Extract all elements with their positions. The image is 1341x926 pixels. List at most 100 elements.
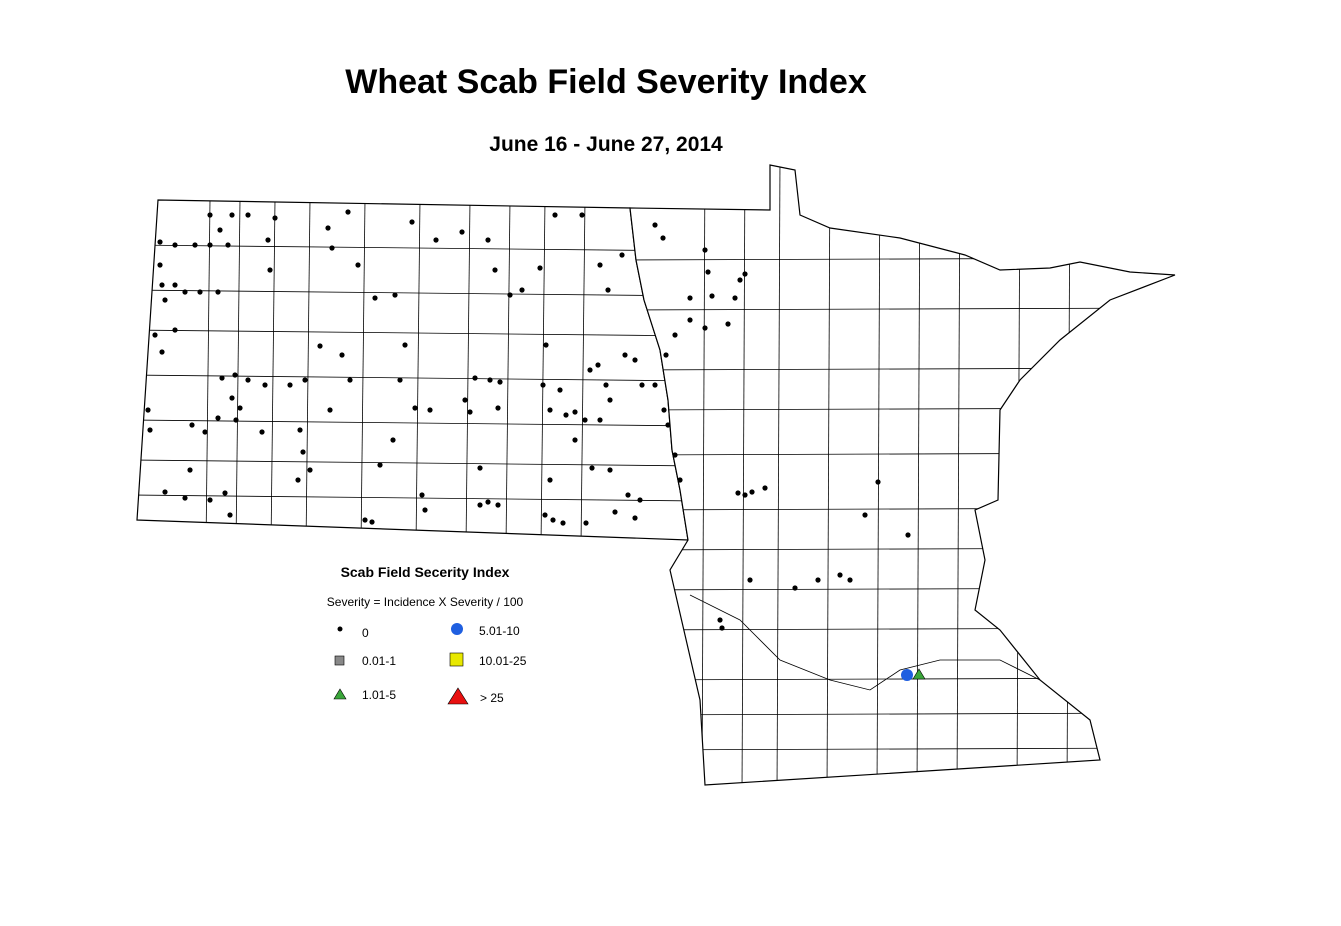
field-point-0 [159,349,165,355]
field-point-0 [157,239,163,245]
legend-title: Scab Field Secerity Index [341,564,510,580]
field-point-0 [267,267,273,273]
field-point-0 [265,237,271,243]
field-point-0 [222,490,228,496]
field-point-0 [672,332,678,338]
field-point-0 [467,409,473,415]
field-point-0 [837,572,843,578]
field-point-0 [207,497,213,503]
field-point-0 [202,429,208,435]
field-point-0 [172,282,178,288]
field-point-0 [157,262,163,268]
field-point-0 [547,407,553,413]
legend: Scab Field Secerity Index Severity = Inc… [327,564,527,705]
county-line [505,200,511,540]
field-point-0 [182,289,188,295]
field-point-0 [737,277,743,283]
field-point-0 [612,509,618,515]
legend-label: 0.01-1 [362,654,396,668]
county-line [776,165,781,785]
field-point-0 [519,287,525,293]
field-point-0 [272,215,278,221]
field-point-0 [197,289,203,295]
legend-symbol [447,687,469,705]
river [689,594,1041,691]
field-point-0 [307,467,313,473]
field-point-0 [487,377,493,383]
field-point-0 [215,289,221,295]
field-point-0 [732,295,738,301]
field-point-0 [875,479,881,485]
field-point-0 [607,397,613,403]
field-point-0 [233,417,239,423]
field-point-0 [709,293,715,299]
field-point-0 [237,405,243,411]
field-point-0 [597,417,603,423]
field-point-0 [159,282,165,288]
field-point-0 [215,415,221,421]
field-point-0 [419,492,425,498]
field-point-0 [572,409,578,415]
field-point-0 [632,515,638,521]
field-point-0 [663,352,669,358]
county-line [270,200,276,540]
field-point-0 [847,577,853,583]
county-line [630,747,1175,751]
field-point-0 [172,242,178,248]
field-point-0 [595,362,601,368]
legend-label: 0 [362,626,369,640]
field-point-0 [550,517,556,523]
county-line [741,165,746,785]
county-line [305,200,311,540]
county-line [630,307,1175,311]
field-point-0 [557,387,563,393]
field-point-0 [422,507,428,513]
field-point-0 [725,321,731,327]
field-point-0 [317,343,323,349]
county-line [235,200,241,540]
field-point-0 [582,417,588,423]
field-point-0 [462,397,468,403]
field-point-0 [862,512,868,518]
field-point-0 [687,295,693,301]
field-point-0 [339,352,345,358]
field-point-0 [495,502,501,508]
county-line [540,200,546,540]
field-point-0 [192,242,198,248]
field-point-0 [652,222,658,228]
legend-symbol [333,688,347,700]
county-line [137,374,688,382]
legend-symbol [334,655,345,666]
legend-symbol [451,623,463,635]
field-point-0 [702,247,708,253]
field-point-0 [259,429,265,435]
field-point-0 [207,242,213,248]
county-line [826,165,831,785]
field-point-0 [677,477,683,483]
field-point-0 [207,212,213,218]
field-point-0 [295,477,301,483]
field-point-0 [497,379,503,385]
field-point-0 [369,519,375,525]
county-line [415,200,421,540]
county-line [137,459,688,467]
field-point-0 [495,405,501,411]
county-line [137,494,688,502]
field-point-0 [747,577,753,583]
field-point-0 [543,342,549,348]
field-point-0 [622,352,628,358]
field-point-0 [579,212,585,218]
field-point-0 [433,237,439,243]
field-point-0 [583,520,589,526]
field-point-0 [485,237,491,243]
field-point-0 [397,377,403,383]
field-point-0 [227,512,233,518]
county-line [137,244,688,252]
field-point-0 [552,212,558,218]
field-point-0 [377,462,383,468]
field-point-0 [147,427,153,433]
minnesota [629,164,1176,786]
field-point-0 [632,357,638,363]
field-point-0 [372,295,378,301]
